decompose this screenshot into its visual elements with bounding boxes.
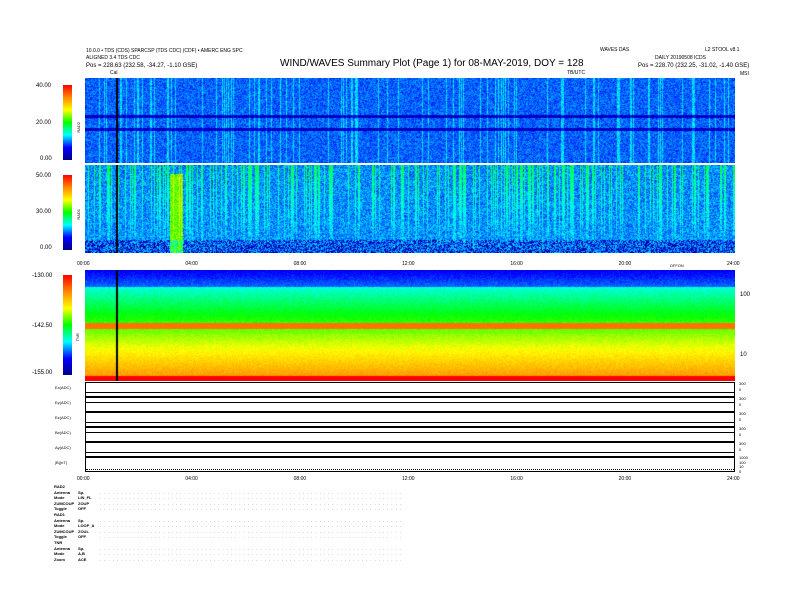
tnr-cb-tick: -155.00 <box>32 370 52 377</box>
time-tick-label: 20:00 <box>619 477 632 483</box>
line-panel <box>85 412 735 427</box>
line-panel-right-tick: 300 <box>739 442 746 446</box>
tnr-colorbar <box>63 275 72 375</box>
param-value: ACE <box>78 558 86 563</box>
header-right-2: L2 STOOL v8.1 <box>705 48 739 54</box>
tnr-cb-tick: -142.50 <box>32 323 52 330</box>
tnr-cb-tick: -130.00 <box>32 273 52 280</box>
line-panel-label: Ey(ADC) <box>55 401 71 406</box>
rad2-spectrogram <box>85 78 735 163</box>
rad2-cb-tick: 20.00 <box>36 120 51 127</box>
rad1-cb-tick: 50.00 <box>36 173 51 180</box>
header-right-1: WAVES DAS <box>600 48 629 54</box>
time-tick-label: 04:00 <box>185 262 198 268</box>
line-panel <box>85 442 735 457</box>
cal-label: Cal <box>110 71 118 77</box>
time-tick-label: 08:00 <box>294 262 307 268</box>
line-panel-right-tick: 0 <box>739 403 741 407</box>
rad2-cb-tick: 0.00 <box>40 156 52 163</box>
param-dots: . . . . . . . . . . . . . . . . . . . . … <box>100 535 402 540</box>
tnr-top-right: DFFON <box>670 264 684 269</box>
param-dots: . . . . . . . . . . . . . . . . . . . . … <box>100 507 402 512</box>
line-panel-right-tick: 0 <box>739 470 741 474</box>
param-value: OFF <box>78 507 86 512</box>
time-tick-label: 00:00 <box>77 477 90 483</box>
series-line <box>86 432 734 433</box>
line-panel <box>85 382 735 397</box>
line-panel-right-tick: 300 <box>739 397 746 401</box>
line-panel-right-tick: 300 <box>739 382 746 386</box>
series-line <box>86 452 734 453</box>
line-panel-label: |B|(nT) <box>55 461 67 466</box>
time-tick-label: 12:00 <box>402 477 415 483</box>
tb-label: TB/UTC <box>567 71 585 77</box>
line-panel-label: Ez(ADC) <box>55 416 71 421</box>
tnr-spectrogram <box>85 270 735 381</box>
line-panel-right-tick: 300 <box>739 427 746 431</box>
rad2-ylabel: RAD2 <box>77 122 82 133</box>
line-panel-right-tick: 0 <box>739 433 741 437</box>
line-panel-label: Ex(ADC) <box>55 386 71 391</box>
param-name: RAD1 <box>54 513 65 518</box>
time-tick-label: 16:00 <box>510 262 523 268</box>
time-tick-label: 24:00 <box>727 477 740 483</box>
line-panel-label: Bx(ADC) <box>55 431 71 436</box>
param-name: RAD2 <box>54 485 65 490</box>
param-dots: . . . . . . . . . . . . . . . . . . . . … <box>100 558 402 563</box>
time-tick-label: 16:00 <box>510 477 523 483</box>
time-tick-label: 00:00 <box>77 262 90 268</box>
rad1-spectrogram <box>85 165 735 253</box>
tnr-ylabel: TNR <box>76 333 81 341</box>
series-line <box>86 402 734 403</box>
time-tick-label: 12:00 <box>402 262 415 268</box>
rad2-colorbar <box>63 85 72 160</box>
tnr-right-tick: 100 <box>740 292 750 299</box>
tnr-right-tick: 10 <box>740 352 747 359</box>
param-name: TNR <box>54 541 62 546</box>
time-tick-label: 24:00 <box>727 262 740 268</box>
param-name: Zoom <box>54 558 65 563</box>
rad1-cb-tick: 0.00 <box>40 245 52 252</box>
line-panel <box>85 427 735 442</box>
rad1-ylabel: RAD1 <box>77 209 82 220</box>
rad1-colorbar <box>63 175 72 250</box>
line-panel-right-tick: 0 <box>739 388 741 392</box>
param-value: OFF <box>78 535 86 540</box>
line-panel-right-tick: 0 <box>739 448 741 452</box>
header-left-2: ALIGNED 3.4 TDS CDC <box>86 56 140 62</box>
series-line <box>86 469 734 471</box>
msi-label: MSI <box>740 72 749 78</box>
line-panel <box>85 457 735 472</box>
page-title: WIND/WAVES Summary Plot (Page 1) for 08-… <box>280 58 584 69</box>
time-tick-label: 08:00 <box>294 477 307 483</box>
line-panel <box>85 397 735 412</box>
line-panel-label: Ay(ADC) <box>55 446 71 451</box>
time-tick-label: 04:00 <box>185 477 198 483</box>
header-right-pos: Pos = 228.70 (232.25, -31.02, -1.40 GSE) <box>638 63 749 70</box>
header-left-1: 10.0.0 • TDS (CDS) SPARCSP (TDS CDC) (CD… <box>86 49 243 55</box>
header-right-3: DAILY 20190508 ICDS <box>655 56 706 62</box>
time-tick-label: 20:00 <box>619 262 632 268</box>
rad1-cb-tick: 30.00 <box>36 209 51 216</box>
series-line <box>86 392 734 393</box>
rad2-cb-tick: 40.00 <box>36 83 51 90</box>
series-line <box>86 422 734 423</box>
line-panel-right-tick: 300 <box>739 412 746 416</box>
header-left-pos: Pos = 228.63 (232.58, -34.27, -1.10 GSE) <box>86 63 197 70</box>
line-panel-right-tick: 0 <box>739 418 741 422</box>
